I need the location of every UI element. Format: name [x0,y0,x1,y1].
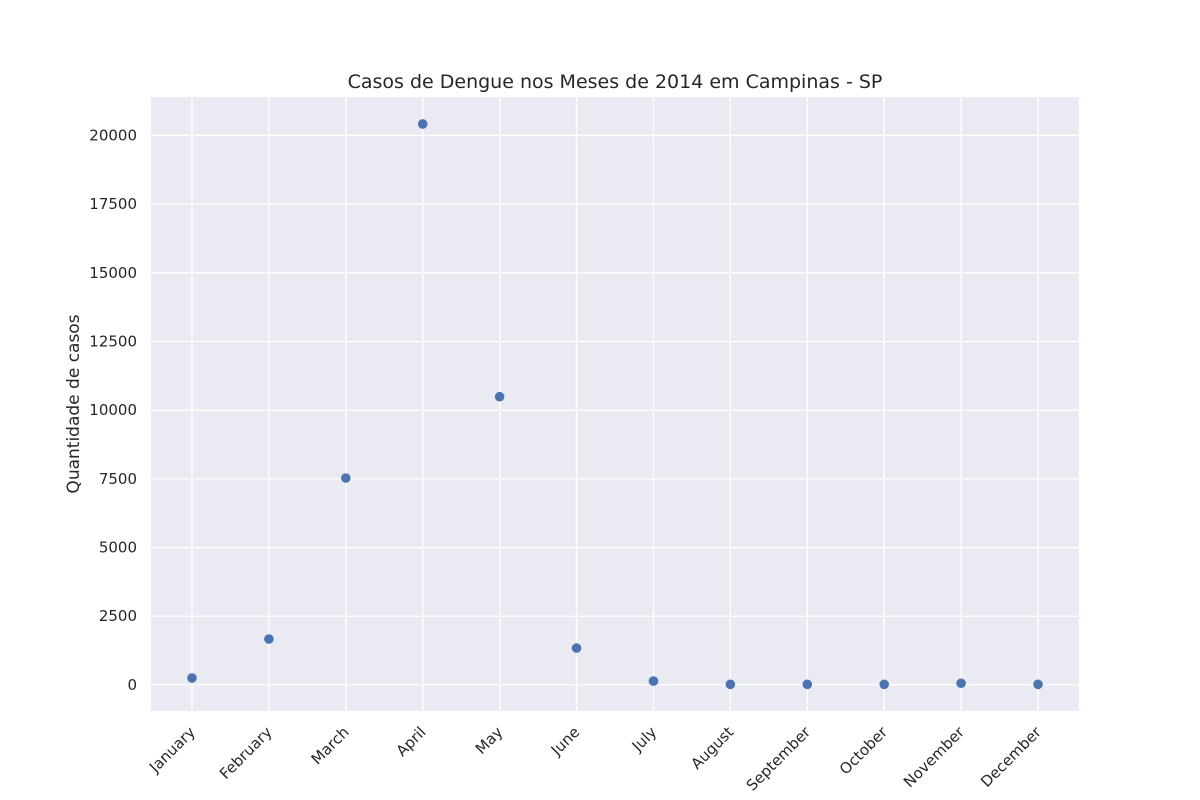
data-point [187,673,197,683]
data-points [187,119,1043,690]
data-point [341,473,351,483]
y-tick-label: 5000 [99,539,137,557]
chart-title: Casos de Dengue nos Meses de 2014 em Cam… [348,71,883,93]
y-axis-title: Quantidade de casos [64,314,84,493]
data-point [264,634,274,644]
data-point [879,679,889,690]
grid-lines [151,97,1079,711]
plot-area [151,97,1079,711]
x-tick-label: September [743,723,815,795]
data-point [417,119,428,129]
x-tick-label: January [145,723,199,777]
x-tick-label: June [547,723,584,760]
data-point [725,679,736,690]
x-tick-label: May [472,723,507,758]
y-tick-label: 2500 [99,607,137,625]
y-tick-label: 15000 [89,264,137,282]
x-tick-label: November [900,723,968,791]
y-tick-label: 10000 [89,401,137,419]
y-tick-label: 0 [127,676,137,694]
data-point [802,679,813,690]
x-tick-label: October [836,723,892,779]
y-tick-label: 12500 [89,333,137,351]
y-tick-label: 20000 [89,126,137,144]
x-tick-label: March [308,723,353,768]
data-point [494,391,505,402]
x-tick-label: August [687,723,737,773]
x-tick-label: February [216,723,276,783]
y-tick-labels: 0 2500 5000 7500 10000 12500 15000 17500 20000 [89,126,137,693]
data-point [956,678,966,689]
data-point [648,676,659,686]
y-tick-label: 7500 [99,470,137,488]
data-point [1033,679,1043,690]
data-point [571,643,582,653]
x-tick-labels: January February March April May June July Augu… [145,723,1045,795]
x-tick-label: December [977,723,1045,791]
y-tick-label: 17500 [89,195,137,213]
x-tick-label: April [393,723,430,760]
x-tick-label: July [628,723,661,756]
